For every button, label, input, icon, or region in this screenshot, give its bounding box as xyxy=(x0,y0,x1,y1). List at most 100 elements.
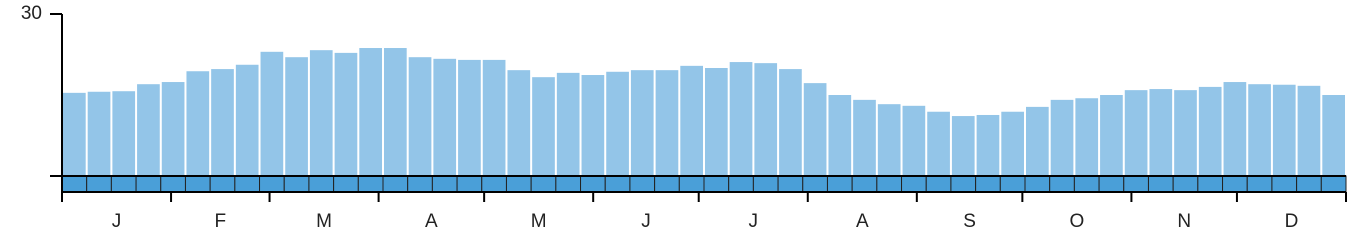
week-cell xyxy=(654,175,680,193)
week-cell xyxy=(777,175,804,193)
week-cell xyxy=(234,175,261,193)
bar xyxy=(803,83,827,176)
week-cell xyxy=(851,175,878,193)
week-cell xyxy=(382,175,409,193)
bar xyxy=(260,51,284,176)
week-cell xyxy=(1271,175,1298,193)
month-label: N xyxy=(1177,211,1191,232)
week-cell xyxy=(1197,175,1224,193)
bar xyxy=(729,62,753,177)
bar xyxy=(680,65,703,176)
bar xyxy=(161,82,185,176)
week-cell xyxy=(1073,175,1100,193)
bar xyxy=(976,114,1000,176)
week-cell xyxy=(333,175,359,193)
bar xyxy=(705,68,728,176)
week-cell xyxy=(950,175,977,193)
week-cell xyxy=(728,175,754,193)
month-label: M xyxy=(531,211,547,232)
week-cell xyxy=(1172,175,1199,193)
week-cell xyxy=(678,175,705,193)
bar xyxy=(1100,95,1123,176)
bar xyxy=(902,105,926,176)
week-cell xyxy=(357,175,384,193)
week-cell xyxy=(160,175,186,193)
bar xyxy=(581,75,605,176)
week-cell xyxy=(1049,175,1075,193)
bar xyxy=(606,71,629,176)
bar xyxy=(87,91,111,176)
bar xyxy=(482,59,506,176)
week-cell xyxy=(826,175,853,193)
week-cell xyxy=(1222,175,1248,193)
week-cell xyxy=(975,175,1001,193)
week-cell xyxy=(580,175,606,193)
month-label: M xyxy=(316,211,332,232)
week-cell xyxy=(530,175,557,193)
bar xyxy=(655,70,679,176)
bar xyxy=(532,77,555,176)
week-cell xyxy=(184,175,211,193)
bar xyxy=(408,57,432,177)
bar xyxy=(1297,85,1321,176)
month-label: J xyxy=(112,211,122,232)
bar xyxy=(951,116,975,176)
bar xyxy=(458,59,481,176)
bar xyxy=(507,70,531,176)
month-label: A xyxy=(856,211,869,232)
week-cell xyxy=(407,175,433,193)
week-cell xyxy=(283,175,310,193)
month-label: J xyxy=(641,211,651,232)
week-cell xyxy=(1320,175,1347,193)
week-cell xyxy=(629,175,656,193)
week-cell xyxy=(1246,175,1273,193)
bar xyxy=(137,84,160,176)
month-label: F xyxy=(214,211,226,232)
week-cell xyxy=(135,175,162,193)
bar xyxy=(433,58,457,176)
week-cell xyxy=(505,175,532,193)
week-cell xyxy=(61,175,88,193)
week-cell xyxy=(802,175,828,193)
bar xyxy=(556,72,580,176)
bar xyxy=(754,63,778,176)
bar xyxy=(186,71,210,176)
week-cell xyxy=(1098,175,1125,193)
week-cell xyxy=(431,175,458,193)
bar xyxy=(828,95,852,176)
bar xyxy=(877,104,901,176)
bar xyxy=(235,64,259,176)
week-cell xyxy=(901,175,927,193)
bar xyxy=(285,57,308,177)
y-tick-label: 30 xyxy=(21,3,42,24)
week-cell xyxy=(86,175,112,193)
month-label: J xyxy=(748,211,758,232)
bar xyxy=(1026,106,1049,176)
bar xyxy=(309,50,333,176)
bar xyxy=(1124,90,1148,176)
bar xyxy=(1198,86,1222,176)
bar xyxy=(1050,99,1074,176)
week-cell xyxy=(110,175,137,193)
bar xyxy=(334,52,358,176)
month-label: S xyxy=(963,211,976,232)
bar xyxy=(63,92,86,176)
bar xyxy=(779,69,802,176)
week-cell xyxy=(1024,175,1051,193)
week-cell xyxy=(555,175,582,193)
week-cell xyxy=(456,175,483,193)
week-cell xyxy=(876,175,903,193)
week-cell xyxy=(1296,175,1322,193)
bar xyxy=(384,48,407,176)
week-cell xyxy=(999,175,1026,193)
bar xyxy=(853,99,876,176)
week-cell xyxy=(1147,175,1174,193)
month-label: A xyxy=(425,211,438,232)
week-cell xyxy=(604,175,631,193)
bar xyxy=(112,91,136,176)
week-cell xyxy=(481,175,507,193)
week-cell xyxy=(925,175,952,193)
bar xyxy=(1248,84,1271,176)
bar xyxy=(1174,90,1197,176)
